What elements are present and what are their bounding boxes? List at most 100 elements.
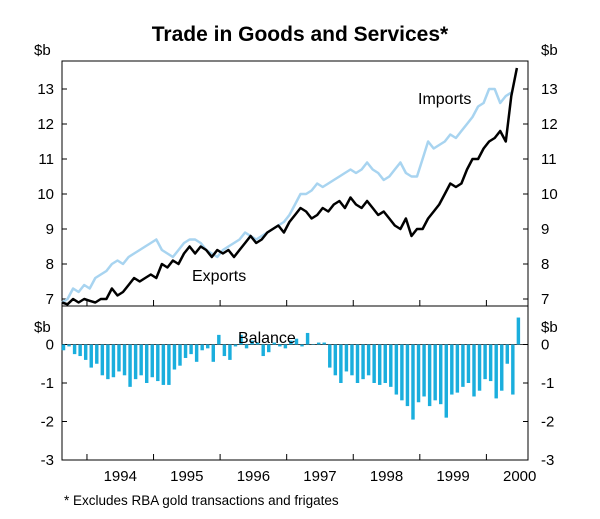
balance-bar xyxy=(344,344,349,372)
balance-bar xyxy=(211,344,215,362)
balance-bar xyxy=(89,344,93,368)
balance-bar xyxy=(333,344,338,376)
top-y-tick-right: 12 xyxy=(541,116,558,133)
top-y-tick-left: 12 xyxy=(37,116,54,133)
balance-bar xyxy=(427,344,432,407)
balance-bar xyxy=(377,344,382,385)
balance-bar xyxy=(83,344,88,360)
balance-bar xyxy=(95,344,99,364)
footnote: * Excludes RBA gold transactions and fri… xyxy=(64,493,339,508)
balance-bar xyxy=(316,342,321,345)
top-y-tick-left: 10 xyxy=(37,186,54,203)
balance-bar xyxy=(233,344,238,347)
balance-bar xyxy=(111,344,116,378)
x-tick-labels: 1994 1995 1996 1997 1998 1999 2000 xyxy=(104,468,537,485)
balance-bar xyxy=(283,344,288,349)
x-tick-label: 1994 xyxy=(104,468,137,485)
balance-bar xyxy=(466,344,471,383)
balance-bar xyxy=(422,344,426,397)
balance-bar xyxy=(455,344,460,393)
top-y-tick-right: 8 xyxy=(541,256,549,273)
balance-bar xyxy=(450,344,454,395)
balance-bar xyxy=(250,340,254,345)
balance-bar xyxy=(516,317,521,345)
balance-bar xyxy=(172,344,177,370)
balance-bar xyxy=(416,344,421,403)
balance-bar xyxy=(322,342,326,345)
balance-bar xyxy=(300,344,304,347)
top-y-tick-right: 10 xyxy=(541,186,558,203)
balance-bar xyxy=(355,344,360,383)
balance-bar xyxy=(494,344,498,399)
balance-bar xyxy=(144,344,149,383)
balance-bar xyxy=(267,344,271,353)
balance-bar xyxy=(311,344,315,345)
balance-bar xyxy=(439,344,443,405)
balance-bar xyxy=(389,344,393,387)
bottom-y-tick-right: -1 xyxy=(541,375,554,392)
balance-bar xyxy=(472,344,476,397)
balance-bar xyxy=(167,344,171,385)
top-left-unit: $b xyxy=(34,42,51,59)
x-tick-label: 1996 xyxy=(237,468,270,485)
balance-bar xyxy=(488,344,493,382)
balance-bar xyxy=(255,342,260,345)
balance-bar xyxy=(72,344,77,355)
balance-bar xyxy=(400,344,404,401)
top-y-tick-labels: 7 7 8 8 9 9 10 10 11 11 12 12 13 13 xyxy=(37,81,557,308)
balance-bar xyxy=(156,344,160,382)
balance-bar xyxy=(100,344,105,376)
balance-bar xyxy=(106,344,110,380)
balance-bar xyxy=(194,344,199,362)
top-y-tick-right: 11 xyxy=(541,151,557,168)
bottom-y-tick-right: 0 xyxy=(541,337,549,354)
bottom-y-tick-labels: 0 0 -1 -1 -2 -2 -3 -3 xyxy=(41,337,555,470)
balance-bar xyxy=(511,344,515,395)
balance-bar xyxy=(339,344,343,383)
balance-bar xyxy=(128,344,132,387)
balance-bar xyxy=(200,344,204,351)
balance-bar xyxy=(133,344,138,380)
balance-bar xyxy=(78,344,82,357)
x-tick-marks xyxy=(86,300,487,460)
balance-bar xyxy=(61,344,66,351)
balance-bar xyxy=(289,340,293,345)
balance-bar xyxy=(228,344,232,360)
balance-bar xyxy=(500,344,504,391)
balance-bar xyxy=(67,344,71,347)
bottom-y-tick-left: 0 xyxy=(46,337,54,354)
x-tick-label: 1999 xyxy=(436,468,469,485)
balance-bar xyxy=(272,342,277,345)
balance-bar xyxy=(139,344,143,376)
top-y-tick-left: 8 xyxy=(46,256,54,273)
bottom-y-tick-left: -3 xyxy=(41,452,54,469)
balance-bar xyxy=(178,344,182,366)
x-tick-label: 1998 xyxy=(370,468,403,485)
bottom-y-tick-right: -2 xyxy=(541,414,554,431)
balance-bar xyxy=(278,344,282,347)
balance-bar xyxy=(294,338,299,345)
top-right-unit: $b xyxy=(541,42,558,59)
x-tick-label: 1995 xyxy=(170,468,203,485)
chart-title: Trade in Goods and Services* xyxy=(152,23,449,46)
imports-series-line xyxy=(61,87,512,304)
bottom-y-tick-right: -3 xyxy=(541,452,554,469)
balance-bar xyxy=(394,344,399,395)
balance-bar xyxy=(305,332,310,345)
top-y-tick-left: 11 xyxy=(38,151,54,168)
top-y-tick-left: 13 xyxy=(37,81,54,98)
balance-bar xyxy=(122,344,127,376)
balance-bar xyxy=(261,344,265,357)
balance-bar xyxy=(361,344,365,380)
balance-bar xyxy=(217,334,221,345)
balance-bar xyxy=(328,344,332,368)
top-y-tick-right: 13 xyxy=(541,81,558,98)
top-y-tick-right: 9 xyxy=(541,221,549,238)
top-y-tick-right: 7 xyxy=(541,291,549,308)
balance-bar xyxy=(372,344,376,383)
x-tick-label: 1997 xyxy=(303,468,336,485)
balance-bar xyxy=(189,344,193,355)
x-tick-label: 2000 xyxy=(503,468,536,485)
balance-bar xyxy=(366,344,371,376)
